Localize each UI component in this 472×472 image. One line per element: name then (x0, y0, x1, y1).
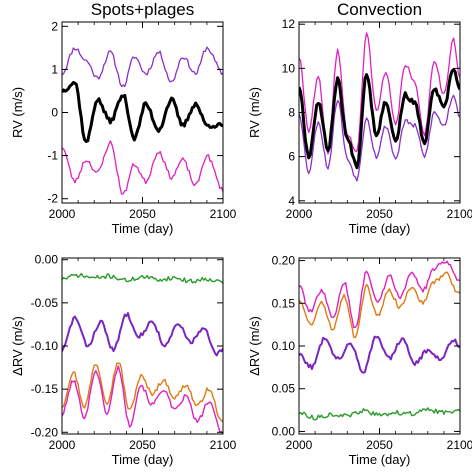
series-line (62, 365, 223, 434)
panel-4: 2000 2050 2100 0.00 0.05 0.10 0.15 0.20 Time (da… (247, 254, 472, 467)
series-line (299, 335, 460, 374)
x-tick-label: 2000 (49, 207, 76, 221)
panel-2: 2000 2050 2100 4 6 8 10 12 Convection Time (day) R… (247, 0, 472, 236)
y-tick-label: 0.00 (272, 424, 296, 438)
y-axis-label: ΔRV (m/s) (247, 316, 262, 376)
y-tick-label: 12 (282, 17, 296, 31)
y-tick-label: 10 (282, 61, 296, 75)
y-tick-label: -0.20 (31, 425, 59, 439)
y-tick-label: 0.15 (272, 296, 296, 310)
chart-title: Spots+plages (91, 0, 195, 19)
y-tick-label: -1 (47, 149, 58, 163)
y-tick-label: 0.20 (272, 254, 296, 268)
x-tick-label: 2050 (366, 438, 393, 452)
y-tick-label: 0 (51, 106, 58, 120)
y-tick-label: 4 (288, 194, 295, 208)
y-tick-label: -2 (47, 192, 58, 206)
x-tick-label: 2050 (129, 207, 156, 221)
series-line (299, 271, 460, 339)
series-line (62, 272, 223, 284)
y-axis-label: ΔRV (m/s) (10, 316, 25, 376)
plot-frame (298, 257, 461, 435)
x-tick-label: 2100 (447, 207, 472, 221)
x-tick-label: 2000 (49, 438, 76, 452)
series-line (62, 81, 223, 143)
y-axis-label: RV (m/s) (247, 87, 262, 138)
series-line (62, 362, 223, 423)
y-tick-label: 0.10 (272, 339, 296, 353)
series-line (299, 407, 460, 421)
x-tick-label: 2050 (129, 438, 156, 452)
chart-title: Convection (337, 0, 422, 19)
y-tick-label: -0.05 (31, 296, 59, 310)
x-tick-label: 2100 (447, 438, 472, 452)
y-tick-label: 6 (288, 150, 295, 164)
y-tick-label: 0.00 (35, 253, 59, 267)
x-tick-label: 2100 (210, 438, 237, 452)
y-tick-label: 0.05 (272, 382, 296, 396)
x-axis-label: Time (day) (349, 221, 411, 236)
x-tick-label: 2100 (210, 207, 237, 221)
x-tick-label: 2050 (366, 207, 393, 221)
y-tick-label: 1 (51, 62, 58, 76)
series-line (299, 260, 460, 329)
y-axis-label: RV (m/s) (10, 87, 25, 138)
panel-1: 2000 2050 2100 -2 -1 0 1 2 Spots+plages Time (day… (10, 0, 237, 236)
series-line (62, 312, 223, 357)
series-line (62, 140, 223, 195)
x-axis-label: Time (day) (112, 452, 174, 467)
panel-3: 2000 2050 2100 0.00 -0.05 -0.10 -0.15 -0.20 Time… (10, 253, 237, 467)
y-tick-label: -0.10 (31, 339, 59, 353)
x-axis-label: Time (day) (349, 452, 411, 467)
series-line (299, 94, 460, 182)
x-tick-label: 2000 (286, 207, 313, 221)
x-tick-label: 2000 (286, 438, 313, 452)
series-line (62, 46, 223, 88)
y-tick-label: -0.15 (31, 382, 59, 396)
x-axis-label: Time (day) (112, 221, 174, 236)
series-line (299, 68, 460, 170)
y-tick-label: 2 (51, 19, 58, 33)
y-tick-label: 8 (288, 106, 295, 120)
